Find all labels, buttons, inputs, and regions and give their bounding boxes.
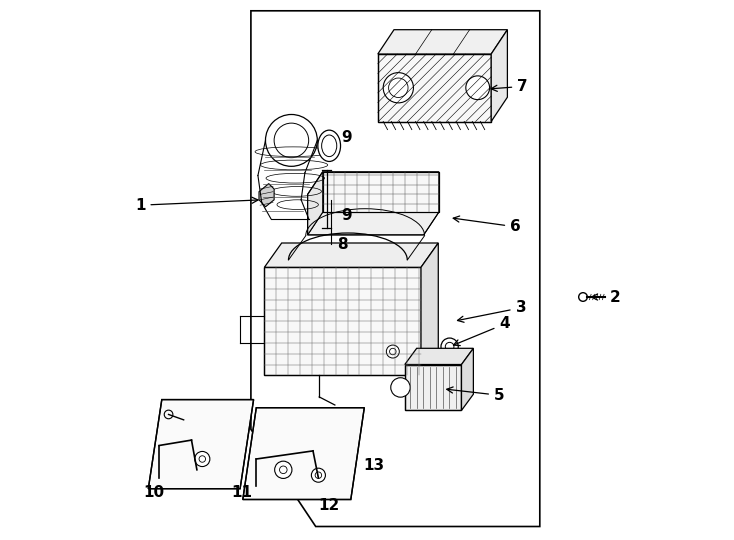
Polygon shape — [323, 172, 439, 212]
Polygon shape — [462, 348, 473, 410]
Polygon shape — [404, 364, 462, 410]
Polygon shape — [308, 172, 323, 235]
Text: 7: 7 — [491, 79, 528, 94]
Text: 4: 4 — [454, 316, 510, 346]
Circle shape — [578, 293, 587, 301]
Polygon shape — [308, 212, 439, 235]
Circle shape — [466, 76, 490, 99]
Text: 12: 12 — [319, 498, 340, 514]
Polygon shape — [243, 408, 364, 500]
Text: 9: 9 — [341, 130, 352, 145]
Polygon shape — [378, 30, 507, 54]
Text: 13: 13 — [363, 458, 384, 473]
Ellipse shape — [318, 130, 341, 161]
Circle shape — [390, 378, 410, 397]
Text: 5: 5 — [447, 387, 504, 403]
Text: 1: 1 — [135, 197, 258, 213]
Circle shape — [195, 451, 210, 467]
Circle shape — [275, 461, 292, 478]
Text: 9: 9 — [341, 208, 352, 224]
Text: 3: 3 — [457, 300, 526, 322]
Circle shape — [386, 345, 399, 358]
Circle shape — [441, 338, 458, 355]
Polygon shape — [264, 243, 438, 267]
Text: 11: 11 — [231, 485, 252, 500]
Polygon shape — [378, 54, 491, 122]
Polygon shape — [264, 267, 421, 375]
Circle shape — [311, 468, 325, 482]
Polygon shape — [421, 243, 438, 375]
Text: 6: 6 — [453, 216, 521, 234]
Polygon shape — [404, 348, 473, 364]
Circle shape — [383, 72, 413, 103]
Polygon shape — [491, 30, 507, 122]
Polygon shape — [259, 184, 274, 207]
Polygon shape — [148, 400, 254, 489]
Text: 10: 10 — [143, 485, 164, 500]
Circle shape — [266, 114, 317, 166]
Text: 8: 8 — [338, 237, 348, 252]
Text: 2: 2 — [592, 289, 621, 305]
